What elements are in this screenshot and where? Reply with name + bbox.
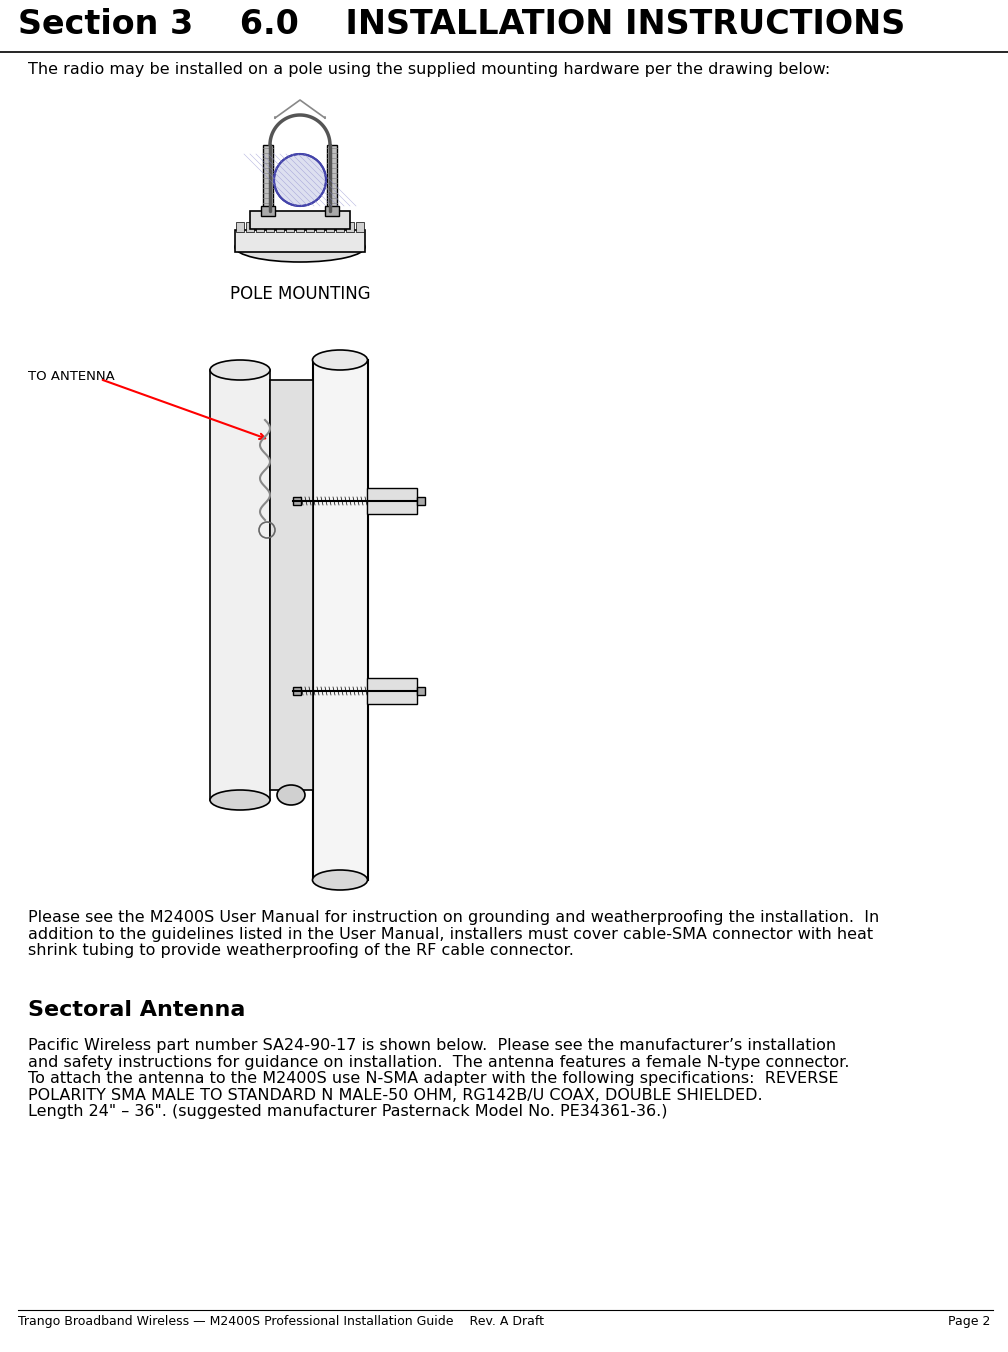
Text: addition to the guidelines listed in the User Manual, installers must cover cabl: addition to the guidelines listed in the… bbox=[28, 926, 873, 941]
Bar bbox=[336, 222, 344, 233]
Bar bbox=[306, 222, 314, 233]
Text: shrink tubing to provide weatherproofing of the RF cable connector.: shrink tubing to provide weatherproofing… bbox=[28, 942, 574, 959]
Text: Sectoral Antenna: Sectoral Antenna bbox=[28, 1000, 245, 1019]
Bar bbox=[293, 498, 301, 506]
Bar bbox=[286, 222, 294, 233]
Bar bbox=[327, 145, 337, 211]
Bar bbox=[250, 211, 350, 228]
Text: POLE MOUNTING: POLE MOUNTING bbox=[230, 285, 370, 303]
Bar bbox=[246, 222, 254, 233]
Bar bbox=[266, 222, 274, 233]
Bar bbox=[293, 687, 301, 695]
Bar bbox=[356, 222, 364, 233]
Bar bbox=[367, 488, 417, 514]
Ellipse shape bbox=[312, 350, 368, 370]
Text: Page 2: Page 2 bbox=[948, 1315, 990, 1328]
Bar bbox=[346, 222, 354, 233]
Bar bbox=[367, 677, 417, 704]
Bar bbox=[326, 222, 334, 233]
Text: POLARITY SMA MALE TO STANDARD N MALE-50 OHM, RG142B/U COAX, DOUBLE SHIELDED.: POLARITY SMA MALE TO STANDARD N MALE-50 … bbox=[28, 1087, 763, 1102]
Bar bbox=[316, 222, 324, 233]
Bar bbox=[417, 687, 425, 695]
Text: and safety instructions for guidance on installation.  The antenna features a fe: and safety instructions for guidance on … bbox=[28, 1055, 850, 1069]
Bar bbox=[236, 222, 244, 233]
Bar bbox=[256, 222, 264, 233]
Bar bbox=[235, 230, 365, 251]
Ellipse shape bbox=[210, 360, 270, 380]
Bar bbox=[263, 145, 273, 211]
Text: Length 24" – 36". (suggested manufacturer Pasternack Model No. PE34361-36.): Length 24" – 36". (suggested manufacture… bbox=[28, 1105, 667, 1119]
Text: To attach the antenna to the M2400S use N-SMA adapter with the following specifi: To attach the antenna to the M2400S use … bbox=[28, 1071, 839, 1086]
Bar bbox=[417, 498, 425, 506]
Bar bbox=[296, 222, 304, 233]
Text: TO ANTENNA: TO ANTENNA bbox=[28, 370, 115, 383]
Bar bbox=[270, 380, 313, 790]
Bar bbox=[210, 370, 270, 800]
Bar bbox=[276, 222, 284, 233]
Circle shape bbox=[274, 154, 326, 206]
Ellipse shape bbox=[312, 869, 368, 890]
Text: The radio may be installed on a pole using the supplied mounting hardware per th: The radio may be installed on a pole usi… bbox=[28, 62, 831, 77]
Ellipse shape bbox=[235, 233, 365, 262]
Bar bbox=[325, 206, 339, 216]
Text: Pacific Wireless part number SA24-90-17 is shown below.  Please see the manufact: Pacific Wireless part number SA24-90-17 … bbox=[28, 1038, 836, 1053]
Ellipse shape bbox=[277, 786, 305, 804]
Text: Section 3    6.0    INSTALLATION INSTRUCTIONS: Section 3 6.0 INSTALLATION INSTRUCTIONS bbox=[18, 8, 905, 41]
Bar bbox=[313, 360, 368, 880]
Text: Please see the M2400S User Manual for instruction on grounding and weatherproofi: Please see the M2400S User Manual for in… bbox=[28, 910, 879, 925]
Bar bbox=[261, 206, 275, 216]
Ellipse shape bbox=[210, 790, 270, 810]
Text: Trango Broadband Wireless — M2400S Professional Installation Guide    Rev. A Dra: Trango Broadband Wireless — M2400S Profe… bbox=[18, 1315, 544, 1328]
